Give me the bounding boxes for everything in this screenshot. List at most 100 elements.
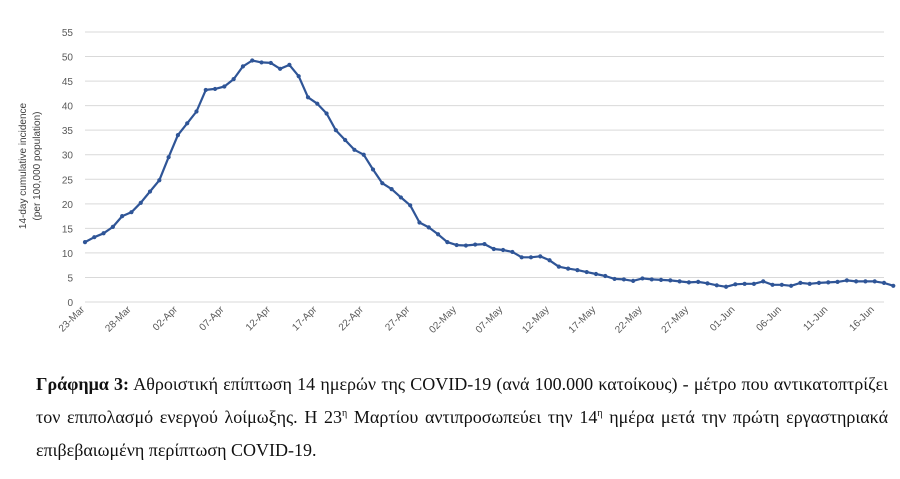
- data-point: [92, 235, 97, 240]
- x-tick-label: 22-Apr: [337, 304, 366, 333]
- data-point: [742, 281, 747, 286]
- y-tick-label: 25: [62, 175, 74, 186]
- data-point: [826, 280, 831, 285]
- y-tick-label: 10: [62, 249, 74, 260]
- data-point: [398, 195, 403, 200]
- y-axis-label: 14-day cumulative incidence (per 100,000…: [18, 102, 43, 229]
- data-point: [268, 60, 273, 66]
- y-tick-label: 35: [62, 126, 74, 137]
- y-tick-label: 0: [67, 298, 73, 309]
- data-point: [408, 203, 413, 208]
- data-point: [696, 279, 701, 284]
- data-point: [761, 279, 766, 284]
- caption-label: Γράφημα 3:: [36, 374, 130, 394]
- data-point: [435, 232, 441, 237]
- incidence-series-line: [84, 59, 894, 288]
- data-point: [751, 281, 757, 286]
- x-tick-label: 07-Apr: [197, 304, 226, 333]
- data-point: [491, 246, 496, 252]
- data-point: [473, 242, 478, 247]
- data-point: [631, 278, 636, 283]
- data-point: [185, 121, 190, 126]
- y-tick-label: 15: [62, 224, 74, 235]
- data-point: [500, 247, 506, 253]
- y-axis-ticks: 0 5 10 15 20 25 30 35 40 45 50 55: [62, 28, 74, 309]
- x-tick-label: 06-Jun: [755, 304, 784, 333]
- data-point: [593, 271, 599, 277]
- data-point: [361, 152, 366, 157]
- data-point: [612, 276, 617, 282]
- data-point: [203, 87, 208, 93]
- data-point: [222, 84, 227, 89]
- x-tick-label: 02-Apr: [151, 304, 180, 333]
- y-axis-label-line2: (per 100,000 population): [32, 112, 43, 221]
- data-point: [519, 255, 524, 260]
- x-tick-label: 01-Jun: [708, 304, 737, 333]
- data-point: [714, 283, 719, 288]
- data-point: [788, 283, 794, 288]
- x-tick-label: 22-May: [613, 304, 644, 335]
- data-point: [231, 77, 236, 82]
- data-point: [287, 62, 292, 67]
- data-point: [250, 58, 255, 63]
- data-point: [566, 266, 571, 271]
- data-point: [129, 210, 134, 215]
- figure-caption: Γράφημα 3: Αθροιστική επίπτωση 14 ημερών…: [36, 368, 888, 467]
- data-point: [677, 279, 682, 284]
- data-point: [482, 241, 487, 247]
- data-point: [668, 278, 673, 283]
- data-point: [658, 277, 664, 283]
- data-point: [157, 178, 162, 183]
- data-point: [770, 282, 775, 287]
- data-point: [417, 220, 422, 225]
- data-point: [863, 279, 868, 284]
- x-tick-label: 28-Mar: [103, 304, 134, 335]
- data-point: [352, 147, 357, 152]
- caption-superscript-1: η: [342, 408, 348, 419]
- data-point: [621, 277, 626, 282]
- data-point: [175, 132, 181, 138]
- data-point: [816, 280, 822, 285]
- x-tick-label: 07-May: [474, 304, 505, 335]
- data-point: [463, 243, 469, 248]
- data-point: [723, 284, 729, 289]
- data-point: [370, 167, 376, 172]
- data-point: [603, 273, 608, 279]
- y-tick-label: 40: [62, 102, 74, 113]
- data-point: [854, 279, 859, 284]
- data-point: [389, 186, 394, 192]
- data-point: [426, 225, 431, 230]
- data-point: [147, 189, 153, 194]
- data-point: [640, 276, 645, 281]
- data-point: [278, 66, 283, 71]
- caption-text-3: ημέρα μετά την πρώτη εργαστηριακά επιβεβ…: [36, 407, 889, 460]
- caption-text-2: Μαρτίου αντιπροσωπεύει την 14: [347, 407, 598, 427]
- data-point: [166, 155, 171, 160]
- data-point: [101, 231, 106, 236]
- x-tick-label: 11-Jun: [801, 304, 830, 333]
- data-point: [547, 258, 552, 263]
- data-point: [844, 278, 849, 283]
- x-tick-label: 17-Apr: [290, 304, 319, 333]
- y-tick-label: 45: [62, 77, 74, 88]
- data-point: [445, 240, 450, 245]
- data-point: [528, 255, 534, 260]
- y-tick-label: 20: [62, 200, 74, 211]
- gridlines: [85, 31, 884, 303]
- data-point: [686, 280, 691, 285]
- x-tick-label: 12-Apr: [244, 304, 273, 333]
- y-tick-label: 5: [67, 273, 73, 284]
- y-axis-label-line1: 14-day cumulative incidence: [18, 102, 29, 229]
- x-tick-label: 02-May: [427, 304, 458, 335]
- line-chart: 0 5 10 15 20 25 30 35 40 45 50 55 23-Mar 28-Mar 02-Ap…: [18, 28, 896, 336]
- data-point: [733, 282, 738, 287]
- data-point: [881, 280, 887, 285]
- data-point: [212, 86, 218, 92]
- x-tick-label: 12-May: [520, 304, 551, 335]
- data-point: [872, 279, 877, 284]
- data-point: [259, 60, 264, 65]
- data-point: [240, 64, 246, 69]
- data-point: [891, 283, 896, 288]
- data-point: [324, 111, 329, 116]
- data-point: [835, 279, 840, 284]
